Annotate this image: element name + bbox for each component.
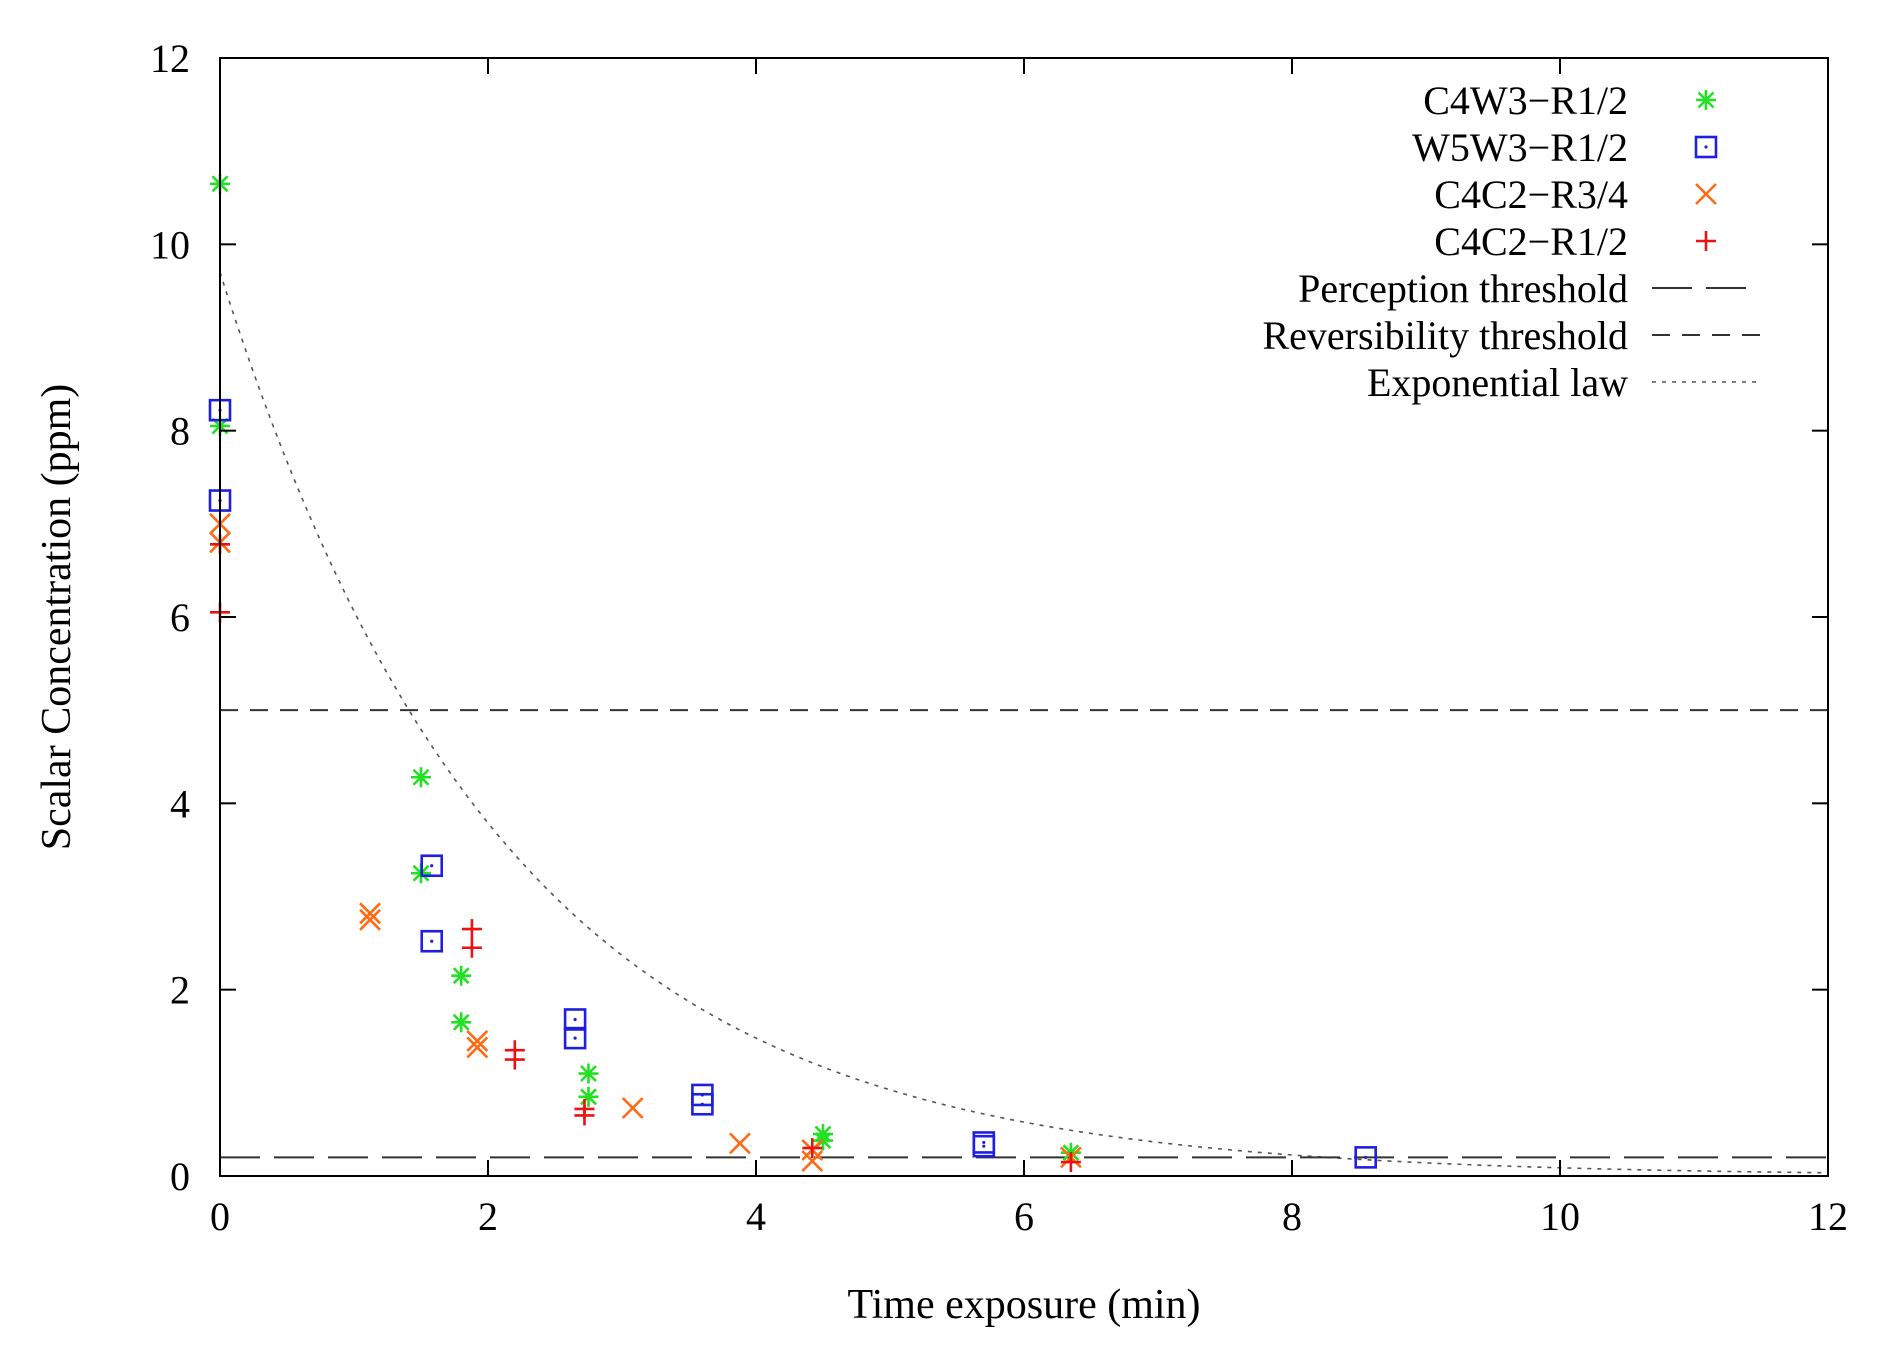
legend-marker	[1696, 90, 1716, 110]
legend-label: C4W3−R1/2	[1423, 78, 1628, 123]
y-tick-label: 8	[170, 409, 190, 454]
x-tick-label: 10	[1540, 1194, 1580, 1239]
legend-label: Perception threshold	[1298, 266, 1628, 311]
series-0	[210, 173, 1081, 1163]
series-3	[210, 534, 1081, 1173]
data-point	[466, 1036, 489, 1059]
legend-marker	[1694, 135, 1718, 159]
data-point	[801, 1150, 824, 1173]
x-tick-label: 12	[1808, 1194, 1848, 1239]
x-tick-label: 8	[1282, 1194, 1302, 1239]
data-marks-layer	[208, 173, 1377, 1173]
x-tick-label: 4	[746, 1194, 766, 1239]
x-tick-label: 0	[210, 1194, 230, 1239]
series-2	[209, 512, 1082, 1173]
data-point	[461, 937, 482, 958]
data-point	[504, 1049, 525, 1070]
y-tick-label: 4	[170, 781, 190, 826]
legend-label: C4C2−R1/2	[1434, 219, 1628, 264]
data-point	[451, 1012, 472, 1033]
data-point	[359, 902, 381, 925]
data-point	[729, 1132, 751, 1155]
data-point	[563, 1008, 587, 1031]
legend-label: Exponential law	[1367, 360, 1628, 405]
y-tick-label: 2	[170, 968, 190, 1013]
x-tick-label: 6	[1014, 1194, 1034, 1239]
y-tick-label: 0	[170, 1154, 190, 1199]
legend-label: C4C2−R3/4	[1434, 172, 1628, 217]
data-point	[451, 965, 472, 986]
legend: C4W3−R1/2W5W3−R1/2C4C2−R3/4C4C2−R1/2Perc…	[1262, 78, 1760, 405]
data-point	[466, 1029, 489, 1052]
y-axis-title: Scalar Concentration (ppm)	[34, 384, 80, 851]
series-1	[208, 398, 1377, 1169]
data-point	[621, 1097, 644, 1119]
exponential-law-curve	[219, 272, 1829, 1174]
data-point	[1060, 1152, 1081, 1173]
data-point	[578, 1063, 599, 1084]
data-point	[411, 767, 431, 788]
y-tick-label: 10	[150, 222, 190, 267]
legend-marker	[1695, 183, 1717, 205]
x-axis-title: Time exposure (min)	[847, 1282, 1200, 1328]
y-tick-label: 6	[170, 595, 190, 640]
data-point	[802, 1138, 823, 1159]
reference-lines-layer	[220, 709, 1828, 1159]
data-point	[1354, 1146, 1377, 1169]
data-point	[420, 854, 444, 878]
data-point	[972, 1134, 996, 1158]
axes-layer: 0 2 4 6 8 10 12 0 2 4 6 8 10 12	[150, 36, 1848, 1239]
data-point	[691, 1092, 714, 1116]
exponential-curve-layer	[219, 272, 1829, 1174]
legend-marker	[1696, 231, 1716, 251]
y-tick-label: 12	[150, 36, 190, 81]
legend-label: Reversibility threshold	[1262, 313, 1628, 358]
data-point	[359, 908, 381, 931]
data-point	[563, 1026, 587, 1050]
x-tick-label: 2	[478, 1194, 498, 1239]
data-point	[461, 919, 482, 940]
data-point	[578, 1086, 599, 1107]
legend-label: W5W3−R1/2	[1412, 125, 1628, 170]
data-point	[574, 1105, 595, 1126]
data-point	[420, 929, 444, 953]
